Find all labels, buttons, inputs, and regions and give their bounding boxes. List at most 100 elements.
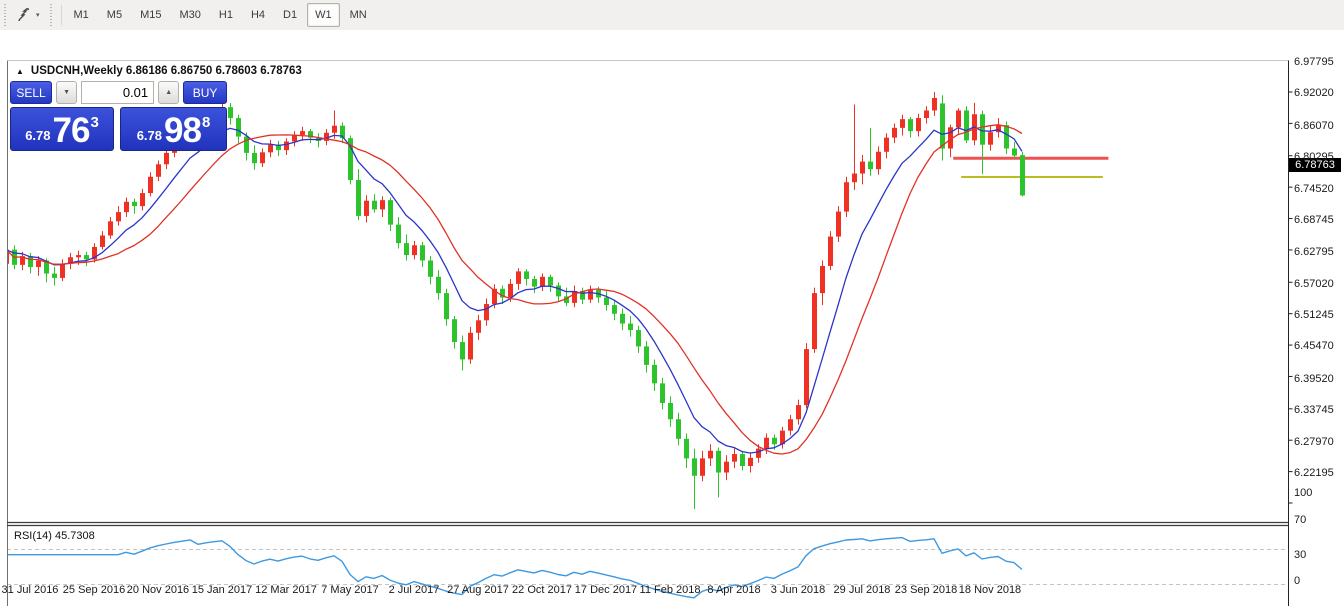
candle-body (500, 288, 505, 298)
candle-body (988, 132, 993, 145)
candle-body (940, 103, 945, 149)
candlestick-chart[interactable] (0, 60, 1344, 606)
candle-body (892, 127, 897, 138)
candle-body (260, 152, 265, 164)
time-axis-label: 18 Nov 2018 (958, 584, 1022, 596)
candle-body (812, 293, 817, 350)
candle-body (388, 200, 393, 225)
timeframe-button-m15[interactable]: M15 (140, 9, 162, 21)
collapse-triangle-icon[interactable]: ▲ (16, 66, 24, 76)
candle-body (804, 349, 809, 406)
sell-button[interactable]: SELL (10, 81, 52, 104)
candle-body (724, 461, 729, 473)
candle-body (796, 405, 801, 420)
ma-slow-line (7, 124, 1023, 455)
candle-body (820, 265, 825, 294)
volume-input[interactable] (81, 81, 155, 104)
candle-body (468, 332, 473, 360)
candle-body (564, 296, 569, 303)
timeframe-button-w1[interactable]: W1 (307, 3, 340, 27)
candle-body (1004, 125, 1009, 149)
candle-body (348, 138, 353, 181)
candle-body (868, 161, 873, 170)
sell-price-panel[interactable]: 6.78 76 3 (10, 107, 114, 151)
candle-body (612, 305, 617, 314)
candle-body (684, 438, 689, 459)
candle-body (588, 289, 593, 300)
candle-body (372, 200, 377, 210)
candle-body (364, 200, 369, 216)
price-axis-label: 6.27970 (1294, 435, 1334, 448)
time-axis-label: 23 Sep 2018 (894, 584, 958, 596)
timeframe-buttons: M1 M5 M15 M30 H1 H4 D1 W1 MN (66, 3, 375, 27)
buy-price-pip: 8 (201, 114, 211, 131)
price-axis-label: 6.97795 (1294, 56, 1334, 68)
candle-body (556, 285, 561, 297)
time-axis-label: 2 Jul 2017 (388, 584, 440, 596)
candle-body (412, 245, 417, 256)
timeframe-button-m30[interactable]: M30 (179, 9, 201, 21)
rsi-pane (7, 536, 1288, 599)
candle-body (860, 161, 865, 174)
buy-button[interactable]: BUY (183, 81, 227, 104)
chart-quote-line: ▲ USDCNH,Weekly 6.86186 6.86750 6.78603 … (16, 65, 302, 77)
candle-body (292, 134, 297, 142)
volume-decrease-button[interactable]: ▼ (56, 81, 78, 104)
timeframe-button-mn[interactable]: MN (349, 9, 367, 21)
candle-body (92, 246, 97, 260)
candle-body (28, 256, 33, 268)
candle-body (908, 119, 913, 132)
candle-body (108, 221, 113, 236)
candle-body (772, 437, 777, 445)
candle-body (332, 125, 337, 133)
candle-body (884, 137, 889, 152)
timeframe-button-h4[interactable]: H4 (250, 9, 266, 21)
caret-up-icon: ▲ (165, 89, 173, 96)
candle-body (700, 458, 705, 476)
candle-body (548, 276, 553, 286)
sell-price-pip: 3 (90, 114, 99, 131)
price-axis-label: 6.86070 (1294, 119, 1334, 132)
candle-body (788, 419, 793, 431)
candle-body (44, 260, 49, 274)
chart-tools-button[interactable]: ▾ (11, 3, 46, 27)
time-axis-label: 12 Mar 2017 (255, 584, 317, 596)
buy-price-panel[interactable]: 6.78 98 8 (120, 107, 227, 151)
candle-body (124, 201, 129, 213)
candle-body (916, 118, 921, 132)
timeframe-button-d1[interactable]: D1 (283, 9, 298, 21)
candle-body (484, 303, 489, 321)
timeframe-button-m5[interactable]: M5 (106, 9, 123, 21)
candle-body (964, 110, 969, 141)
toolbar-grip[interactable] (3, 4, 8, 26)
candle-body (60, 263, 65, 278)
toolbar-separator (60, 5, 62, 25)
buy-price-big: 98 (164, 111, 202, 150)
candle-body (420, 245, 425, 261)
candle-body (948, 127, 953, 149)
candle-body (276, 144, 281, 151)
candle-body (156, 164, 161, 177)
price-axis-label: 6.39520 (1294, 372, 1334, 385)
cursor-arrows-icon (18, 8, 29, 21)
sell-price-big: 76 (52, 111, 91, 150)
timeframe-button-m1[interactable]: M1 (73, 9, 89, 21)
toolbar-grip[interactable] (48, 4, 54, 26)
candle-body (980, 114, 985, 145)
candle-body (340, 125, 345, 139)
timeframe-button-h1[interactable]: H1 (218, 9, 233, 21)
volume-increase-button[interactable]: ▲ (158, 81, 180, 104)
price-axis-label: 6.45470 (1294, 340, 1334, 353)
current-price-tag: 6.78763 (1289, 158, 1341, 173)
rsi-axis-label: 30 (1294, 548, 1307, 561)
candle-body (900, 119, 905, 128)
caret-down-icon: ▼ (63, 89, 71, 96)
candle-body (644, 346, 649, 365)
candle-body (636, 330, 641, 347)
candle-body (828, 236, 833, 266)
time-axis-label: 31 Jul 2016 (1, 584, 59, 596)
candle-body (572, 290, 577, 303)
candle-body (404, 243, 409, 256)
